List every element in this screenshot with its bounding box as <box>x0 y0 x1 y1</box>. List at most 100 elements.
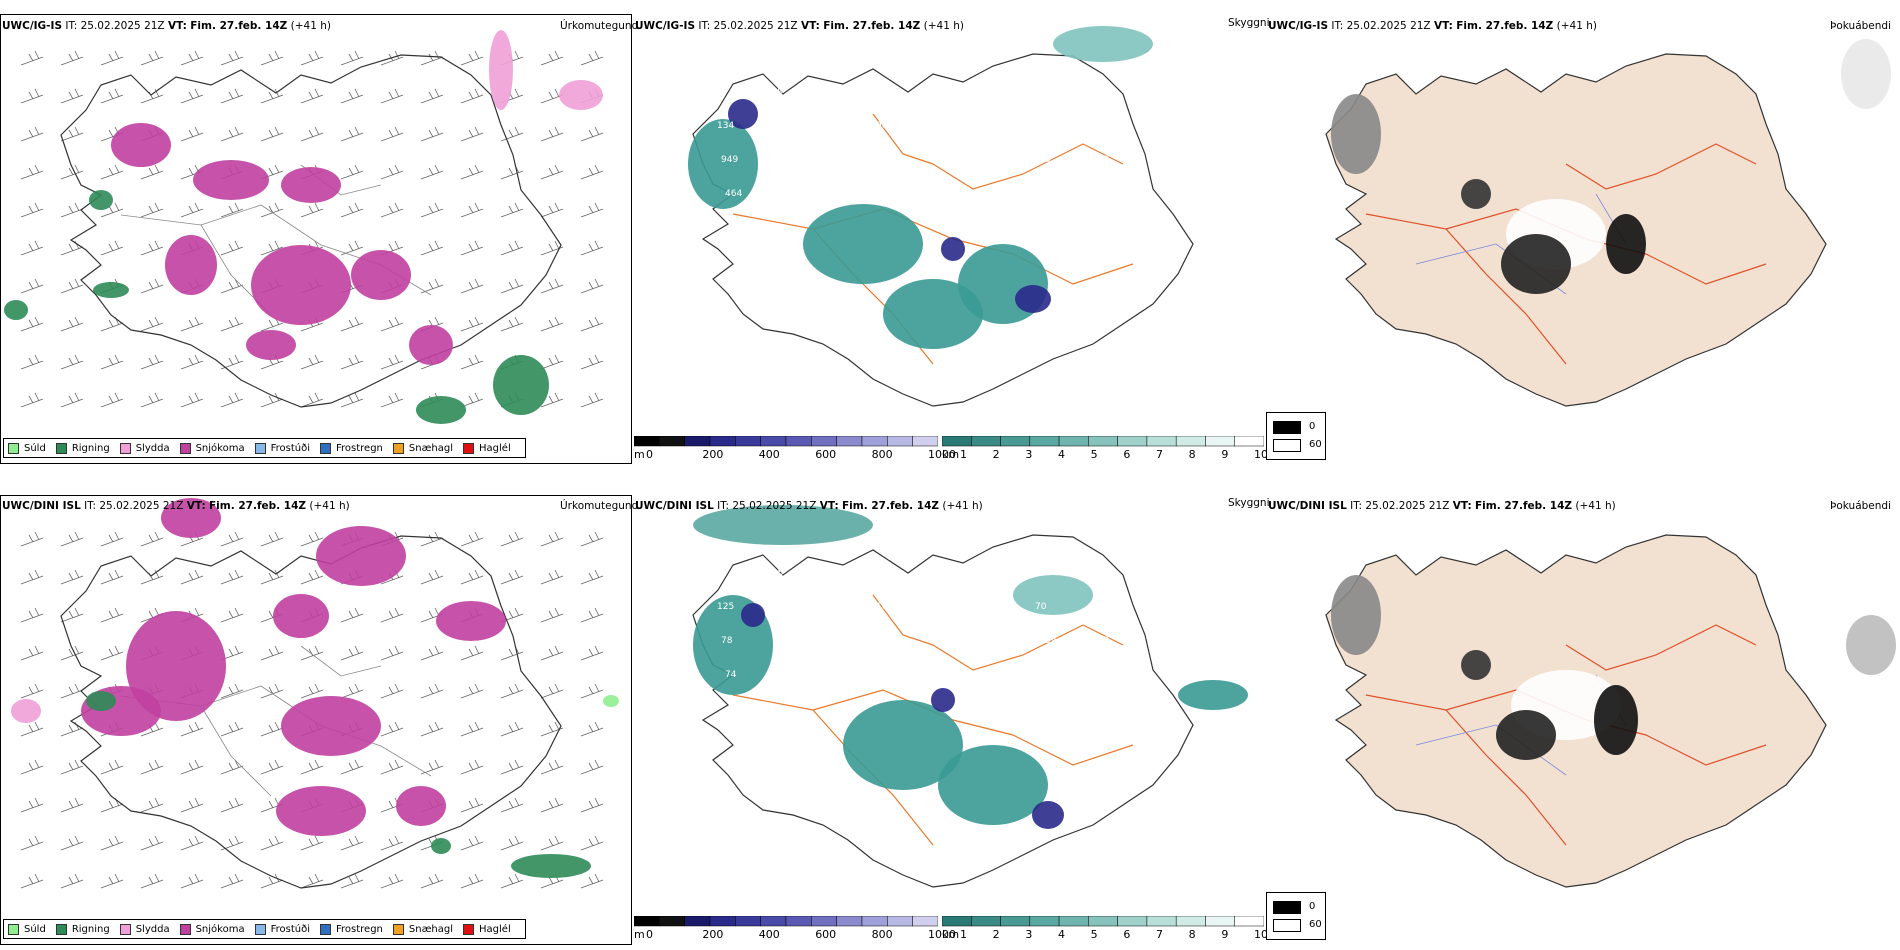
title-visibility-top: Skyggni <box>1228 17 1270 29</box>
snow-area <box>246 330 296 360</box>
legend-label: Frostúði <box>270 442 310 454</box>
snow-area <box>251 245 351 325</box>
colorbar-tick: 600 <box>815 928 837 941</box>
colorbar-step <box>1058 436 1089 447</box>
rain-area <box>416 396 466 424</box>
visibility-label: 143 <box>880 636 897 646</box>
legend-label: Frostregn <box>336 442 383 454</box>
visibility-label: 183 <box>925 87 942 97</box>
header-fog-bottom: UWC/DINI ISL IT: 25.02.2025 21Z VT: Fim.… <box>1268 500 1616 512</box>
visibility-panel-top: 97 199 96 30 183 136 20 127 134 55 394 96 149 90 88 134… <box>633 14 1265 464</box>
ceiling-colorbar-bottom: m 0 200 400 600 800 1000 <box>634 916 956 946</box>
visibility-label: 464 <box>725 189 742 199</box>
snow-area <box>193 160 269 200</box>
visibility-label: 636 <box>827 155 844 165</box>
legend-swatch <box>254 923 266 935</box>
legend-item-0: Súld <box>8 923 46 935</box>
low-visibility-area <box>693 505 873 545</box>
colorbar-step <box>836 436 863 447</box>
colorbar-tick: 1000 <box>928 448 956 461</box>
legend-item-1: Rigning <box>55 923 110 935</box>
visibility-label: 900 <box>986 636 1003 646</box>
low-visibility-area <box>1013 575 1093 615</box>
visibility-label: 134 <box>1088 121 1105 131</box>
colorbar-tick: 4 <box>1058 928 1065 941</box>
snow-area <box>273 594 329 638</box>
colorbar-step <box>785 436 812 447</box>
legend-swatch <box>119 442 131 454</box>
legend-label: Slydda <box>135 442 170 454</box>
colorbar-step <box>1146 916 1177 927</box>
sleet-area <box>559 80 603 110</box>
colorbar-tick: 200 <box>702 448 724 461</box>
title-precip-bottom: Úrkomutegund <box>560 500 639 512</box>
visibility-label: 134 <box>717 121 734 131</box>
colorbar-tick: 3 <box>1025 928 1033 941</box>
visibility-label: 178 <box>819 568 836 578</box>
colorbar-step <box>887 436 913 447</box>
header-precip-top: UWC/IG-IS IT: 25.02.2025 21Z VT: Fim. 27… <box>2 20 331 32</box>
legend-item-5: Frostregn <box>320 442 383 454</box>
visibility-label: 20 <box>1031 87 1043 97</box>
legend-swatch <box>119 923 131 935</box>
visibility-label: 256 <box>770 602 787 612</box>
colorbar-step <box>760 436 787 447</box>
visibility-map-top: 97 199 96 30 183 136 20 127 134 55 394 96 149 90 88 134… <box>688 26 1194 407</box>
colorbar-step <box>684 916 711 927</box>
legend-item-0: Súld <box>8 442 46 454</box>
low-visibility-area <box>688 119 758 209</box>
colorbar-step <box>684 436 711 447</box>
colorbar-step <box>1088 916 1118 927</box>
colorbar-step <box>760 916 787 927</box>
visibility-label: 36 <box>1039 155 1051 165</box>
rain-area <box>431 838 451 854</box>
title-fog-top: Þokuábendi <box>1830 20 1891 32</box>
precip-panel-top: Súld Rigning Slydda Snjókoma Frostúði Frostre… <box>0 14 632 464</box>
colorbar-step <box>811 436 837 447</box>
colorbar-step <box>785 916 812 927</box>
colorbar-tick: 6 <box>1123 928 1131 941</box>
legend-swatch <box>55 442 67 454</box>
visibility-label: 125 <box>717 602 734 612</box>
colorbar-step <box>1205 436 1235 447</box>
colorbar-tick: 1 <box>960 448 967 461</box>
snow-area <box>111 123 171 167</box>
model-name: UWC/IG-IS <box>2 20 63 32</box>
visibility-panel-bottom: 99 118 178 223 508 329 119 277 125 256 272 160 86 443… <box>633 495 1265 945</box>
visibility-label: 508 <box>925 568 942 578</box>
low-visibility-area <box>1053 26 1153 62</box>
colorbar-step <box>887 916 913 927</box>
colorbar-step <box>971 436 1001 447</box>
precip-map-bottom <box>11 498 619 889</box>
colorbar-tick: 10 <box>1254 928 1268 941</box>
rain-area <box>4 300 28 320</box>
header-visibility-bottom: UWC/DINI ISL IT: 25.02.2025 21Z VT: Fim.… <box>635 500 983 512</box>
colorbar-step <box>836 916 863 927</box>
colorbar-step <box>634 916 660 927</box>
colorbar-step <box>861 436 888 447</box>
legend-item-4: Frostúði <box>254 923 310 935</box>
fog-scale-bottom: 0 60 <box>1266 892 1326 940</box>
colorbar-step <box>1234 436 1264 447</box>
colorbar-tick: 5 <box>1090 928 1098 941</box>
fog-map-bottom <box>1325 534 1896 888</box>
colorbar-unit: m <box>634 448 645 461</box>
colorbar-step <box>861 916 888 927</box>
rain-area <box>493 355 549 415</box>
header-precip-bottom: UWC/DINI ISL IT: 25.02.2025 21Z VT: Fim.… <box>2 500 350 512</box>
fog-medium-area <box>1331 94 1381 174</box>
colorbar-tick: 800 <box>871 448 893 461</box>
snow-area <box>351 250 411 300</box>
visibility-label: 302 <box>1092 636 1109 646</box>
visibility-label: 78 <box>721 636 733 646</box>
colorbar-step <box>1029 916 1060 927</box>
legend-item-6: Snæhagl <box>392 923 453 935</box>
visibility-label: 471 <box>880 155 897 165</box>
snow-area <box>409 325 453 365</box>
fog-high-area <box>1594 685 1638 755</box>
legend-label: Haglél <box>479 923 511 935</box>
visibility-label: 47 <box>986 155 997 165</box>
snow-area <box>396 786 446 826</box>
colorbar-step <box>709 436 736 447</box>
legend-label: Snjókoma <box>195 923 245 935</box>
